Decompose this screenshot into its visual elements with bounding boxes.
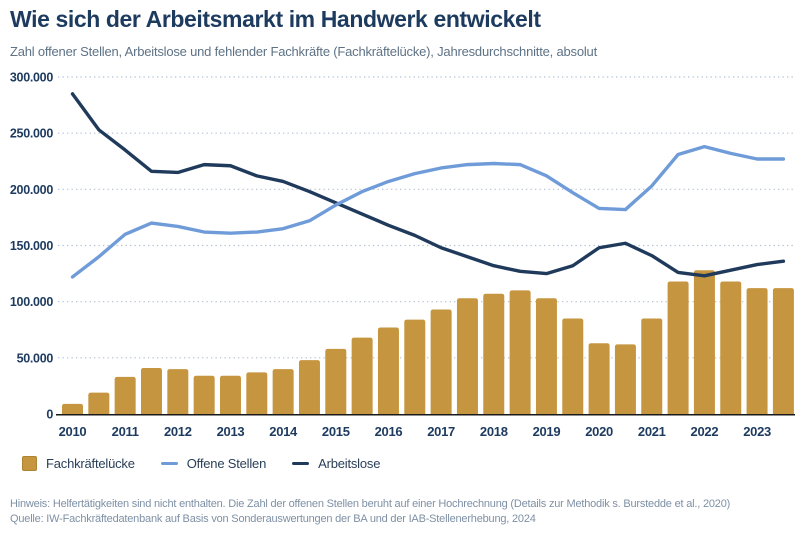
bar (167, 369, 189, 414)
line-arbeitslose (70, 92, 786, 278)
bar (88, 392, 110, 414)
bar (430, 309, 452, 414)
bar (377, 327, 399, 414)
x-axis-year-label: 2018 (480, 424, 508, 439)
legend-item-fachkraefteluecke: Fachkräftelücke (22, 456, 135, 471)
x-axis-year-label: 2021 (638, 424, 666, 439)
bar (746, 288, 768, 414)
bar (667, 281, 689, 414)
bar (614, 344, 636, 414)
x-axis-year-label: 2010 (59, 424, 87, 439)
bar (641, 318, 663, 414)
legend-label: Fachkräftelücke (46, 456, 135, 471)
x-axis-year-label: 2020 (585, 424, 613, 439)
bar (272, 369, 294, 414)
legend-label: Arbeitslose (318, 456, 381, 471)
bar (246, 372, 268, 414)
line-offene-stellen (70, 144, 786, 279)
bar (509, 290, 531, 414)
chart-canvas: 0 50.000 100.000 150.000 200.000 250.000 300.0… (10, 71, 795, 439)
bar (588, 343, 610, 414)
bar (772, 288, 794, 414)
chart-legend: Fachkräftelücke Offene Stellen Arbeitslo… (22, 456, 380, 471)
bar-swatch-icon (22, 456, 37, 471)
bar (693, 270, 715, 414)
x-axis-year-label: 2013 (217, 424, 245, 439)
bars-fachkraefteluecke (62, 270, 794, 414)
x-axis-year-label: 2011 (112, 424, 139, 439)
bar (351, 337, 373, 414)
y-axis-tick-label: 200.000 (10, 183, 53, 197)
y-axis-tick-label: 300.000 (10, 71, 53, 85)
legend-label: Offene Stellen (186, 456, 267, 471)
y-axis-tick-label: 0 (46, 408, 53, 422)
x-axis-year-label: 2016 (375, 424, 403, 439)
y-axis-labels: 0 50.000 100.000 150.000 200.000 250.000 300.0… (10, 71, 54, 422)
y-axis-tick-label: 150.000 (10, 239, 53, 253)
bar (140, 367, 162, 414)
footnote-quelle: Quelle: IW-Fachkräftedatenbank auf Basis… (10, 512, 536, 525)
bar (535, 298, 557, 414)
x-axis-year-label: 2019 (533, 424, 561, 439)
bar (456, 298, 478, 414)
line-swatch-icon (160, 461, 178, 466)
chart-subtitle: Zahl offener Stellen, Arbeitslose und fe… (10, 44, 598, 59)
bar (483, 293, 505, 414)
x-axis-year-label: 2014 (269, 424, 298, 439)
legend-item-arbeitslose: Arbeitslose (292, 456, 380, 471)
x-axis-year-label: 2023 (743, 424, 771, 439)
bar (325, 348, 347, 414)
bar (562, 318, 584, 414)
x-axis-year-label: 2022 (691, 424, 719, 439)
x-axis-year-label: 2012 (164, 424, 192, 439)
bar (193, 375, 215, 414)
bar (720, 281, 742, 414)
x-axis-year-label: 2015 (322, 424, 350, 439)
x-axis-labels: 2010 2011 2012 2013 2014 2015 2016 2017 2018 2019… (59, 424, 772, 439)
chart-footnote: Hinweis: Helfertätigkeiten sind nicht en… (10, 497, 796, 526)
bar (114, 376, 136, 414)
x-axis-year-label: 2017 (427, 424, 455, 439)
bar (404, 319, 426, 414)
line-swatch-icon (292, 461, 310, 466)
bar (298, 360, 320, 414)
y-axis-tick-label: 100.000 (10, 295, 53, 309)
y-axis-tick-label: 250.000 (10, 127, 53, 141)
legend-item-offene-stellen: Offene Stellen (160, 456, 267, 471)
bar (62, 403, 83, 414)
bar (219, 375, 241, 414)
chart-title: Wie sich der Arbeitsmarkt im Handwerk en… (10, 6, 541, 32)
y-axis-tick-label: 50.000 (17, 351, 54, 365)
footnote-hinweis: Hinweis: Helfertätigkeiten sind nicht en… (10, 498, 731, 510)
